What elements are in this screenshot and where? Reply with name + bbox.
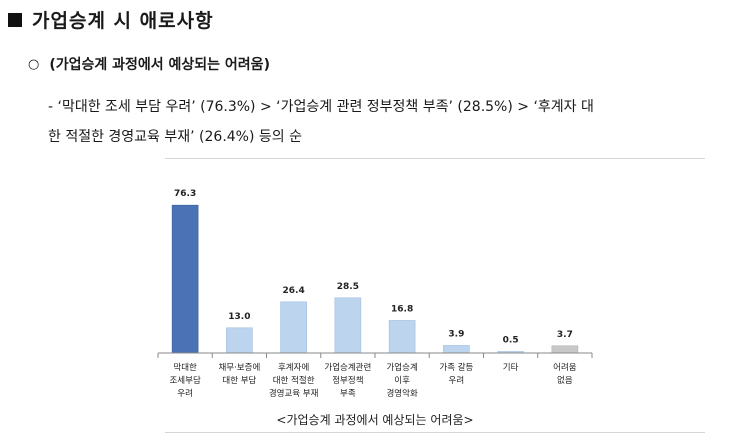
- value-label: 16.8: [391, 304, 413, 314]
- value-label: 13.0: [228, 312, 250, 322]
- description-line-1: - ‘막대한 조세 부담 우려’ (76.3%) > ‘가업승계 관련 정부정책…: [48, 99, 594, 115]
- bar: [171, 204, 199, 354]
- value-label: 0.5: [503, 336, 519, 346]
- category-label: 경영교육 부재: [269, 388, 319, 399]
- category-label: 가업승계: [386, 362, 417, 373]
- circle-bullet-icon: ○: [28, 56, 40, 72]
- bar: [443, 345, 470, 354]
- value-label: 3.7: [557, 330, 573, 340]
- value-label: 28.5: [337, 282, 359, 292]
- bar: [388, 320, 416, 354]
- category-label: 조세부담: [169, 375, 200, 386]
- category-label: 채무·보증에: [218, 362, 260, 373]
- category-label: 우려: [177, 388, 193, 399]
- bars-group: [171, 204, 579, 354]
- category-label: 경영악화: [386, 388, 417, 399]
- category-label: 없음: [557, 376, 573, 386]
- chart-caption: <가업승계 과정에서 예상되는 어려움>: [276, 413, 474, 427]
- value-labels-group: 76.3 13.0 26.4 28.5 16.8 3.9 0.5 3.7: [174, 189, 573, 345]
- bottom-divider: [165, 432, 705, 433]
- category-label: 기타: [503, 363, 519, 373]
- category-label: 정부정책: [332, 375, 363, 386]
- category-label: 부족: [340, 389, 356, 399]
- category-label: 가족 갈등: [439, 363, 473, 373]
- category-label: 어려움: [553, 362, 577, 373]
- subheading: ○ (가업승계 과정에서 예상되는 어려움): [28, 54, 270, 74]
- category-label: 대한 부담: [222, 375, 256, 386]
- category-label: 대한 적절한: [273, 375, 315, 386]
- bar-chart: 76.313.026.4 28.516.83.90.53.7 막대한조세부담우려채…: [157, 189, 593, 399]
- value-label: 3.9: [448, 329, 464, 339]
- section-heading: 가업승계 시 애로사항: [8, 6, 214, 33]
- section-title: 가업승계 시 애로사항: [32, 10, 214, 32]
- category-label: 막대한: [173, 362, 197, 373]
- category-label: 이후: [394, 375, 410, 386]
- bar: [551, 345, 579, 354]
- value-label: 76.3: [174, 189, 196, 199]
- subheading-text: (가업승계 과정에서 예상되는 어려움): [49, 57, 270, 73]
- top-divider: [165, 158, 705, 159]
- value-label: 26.4: [283, 286, 305, 296]
- bar: [226, 327, 253, 354]
- bar: [334, 297, 362, 354]
- axis-ticks-group: [157, 353, 593, 358]
- category-label: 우려: [449, 375, 465, 386]
- bar: [280, 301, 307, 354]
- description-line-2: 한 적절한 경영교육 부재’ (26.4%) 등의 순: [48, 129, 302, 145]
- category-label: 후계자에: [278, 362, 309, 373]
- description: - ‘막대한 조세 부담 우려’ (76.3%) > ‘가업승계 관련 정부정책…: [48, 92, 698, 152]
- category-label: 가업승계관련: [324, 362, 371, 373]
- square-bullet-icon: [8, 12, 22, 27]
